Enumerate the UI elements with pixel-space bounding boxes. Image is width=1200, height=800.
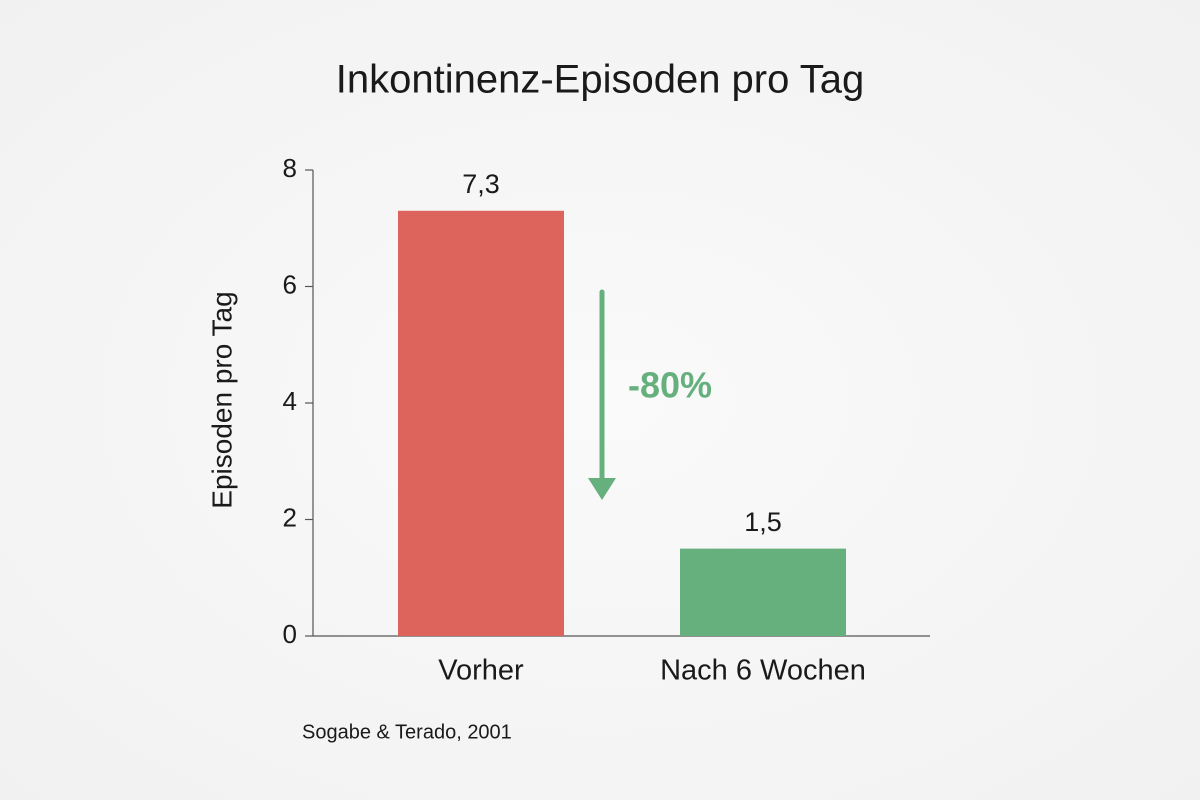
y-tick-label: 4 — [283, 386, 297, 416]
y-tick-label: 6 — [283, 269, 297, 299]
chart-title: Inkontinenz-Episoden pro Tag — [336, 58, 865, 102]
bar — [680, 548, 846, 636]
value-label: 7,3 — [462, 169, 500, 199]
bar — [398, 210, 564, 636]
source: Sogabe & Terado, 2001 — [302, 721, 512, 743]
x-tick-label: Nach 6 Wochen — [660, 655, 866, 687]
y-axis-label: Episoden pro Tag — [206, 291, 237, 508]
value-label: 1,5 — [744, 507, 782, 537]
y-tick-label: 8 — [283, 153, 297, 183]
y-tick-label: 2 — [283, 502, 297, 532]
y-tick-label: 0 — [283, 619, 297, 649]
x-tick-label: Vorher — [438, 655, 524, 687]
arrow-head — [588, 478, 616, 500]
annotation: -80% — [628, 365, 712, 406]
